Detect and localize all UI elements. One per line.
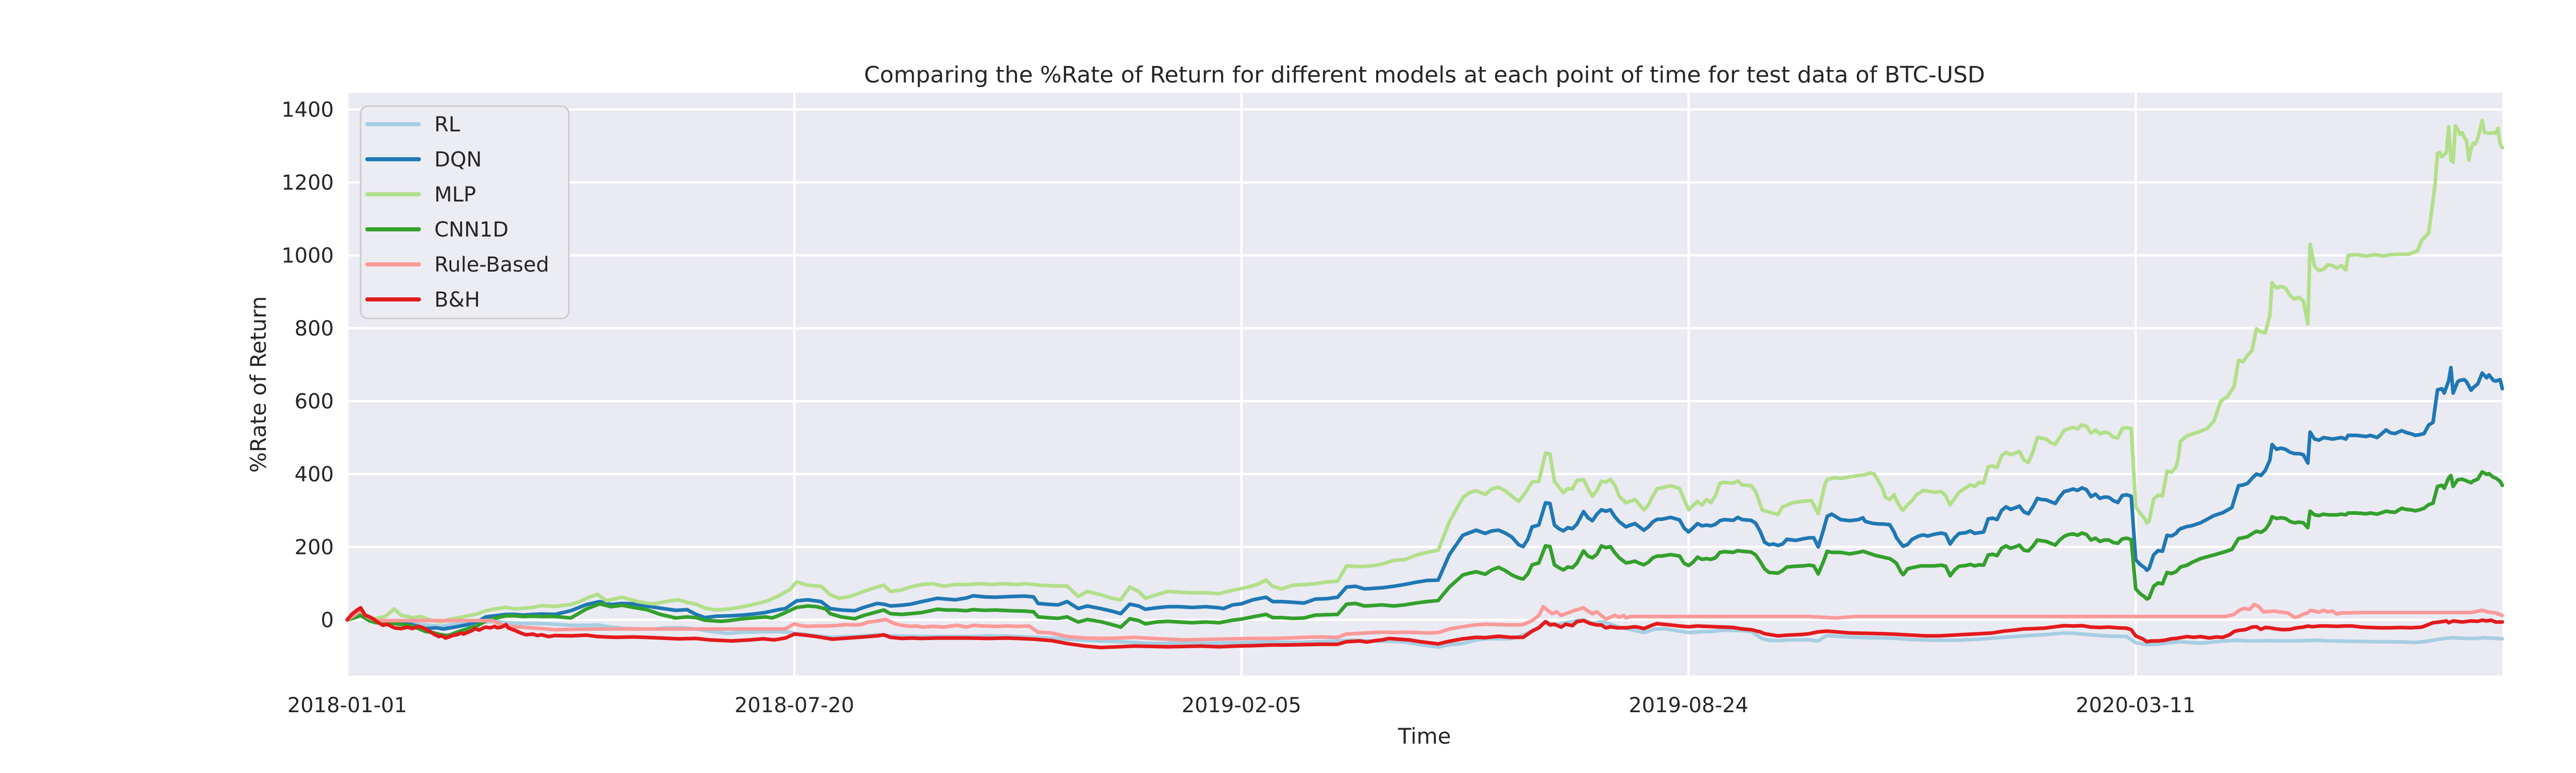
y-tick-label: 1200 bbox=[281, 171, 334, 195]
chart-title: Comparing the %Rate of Return for differ… bbox=[864, 62, 1985, 88]
y-tick-label: 1000 bbox=[281, 244, 334, 267]
y-tick-label: 0 bbox=[321, 609, 334, 632]
plot-background-layer bbox=[347, 93, 2502, 676]
y-axis-label: %Rate of Return bbox=[246, 296, 271, 473]
gridline-layer bbox=[346, 93, 2502, 676]
plot-area bbox=[347, 93, 2502, 676]
y-tick-label: 1400 bbox=[281, 98, 334, 122]
x-axis-label: Time bbox=[1398, 724, 1451, 749]
legend-label-dqn: DQN bbox=[434, 148, 482, 172]
x-tick-label: 2020-03-11 bbox=[2076, 694, 2195, 717]
x-tick-label: 2019-08-24 bbox=[1629, 694, 1748, 717]
legend-label-mlp: MLP bbox=[434, 183, 476, 207]
y-tick-label: 200 bbox=[295, 535, 334, 559]
legend-label-cnn1d: CNN1D bbox=[434, 218, 509, 242]
legend-label-rl: RL bbox=[434, 113, 461, 137]
tick-label-layer: 0 200 400 600 800 1000 1200 1400 2018-01-01 2018-… bbox=[281, 98, 2195, 717]
x-tick-label: 2019-02-05 bbox=[1181, 694, 1301, 717]
legend-label-rule-based: Rule-Based bbox=[434, 253, 549, 277]
legend-label-b-h: B&H bbox=[434, 288, 480, 312]
series-layer bbox=[345, 119, 2504, 649]
series-line-rule-based bbox=[345, 602, 2504, 642]
series-line-b-h bbox=[345, 606, 2504, 649]
x-tick-label: 2018-01-01 bbox=[287, 694, 407, 717]
legend: RL DQN MLP CNN1D Rule-Based B&H bbox=[360, 105, 570, 320]
y-tick-label: 600 bbox=[295, 390, 334, 413]
y-tick-label: 400 bbox=[295, 463, 334, 486]
x-tick-label: 2018-07-20 bbox=[735, 694, 854, 717]
series-line-dqn bbox=[345, 365, 2504, 631]
series-line-mlp bbox=[345, 119, 2504, 624]
y-tick-label: 800 bbox=[295, 317, 334, 341]
series-line-cnn1d bbox=[345, 470, 2504, 637]
legend-box bbox=[360, 105, 570, 320]
